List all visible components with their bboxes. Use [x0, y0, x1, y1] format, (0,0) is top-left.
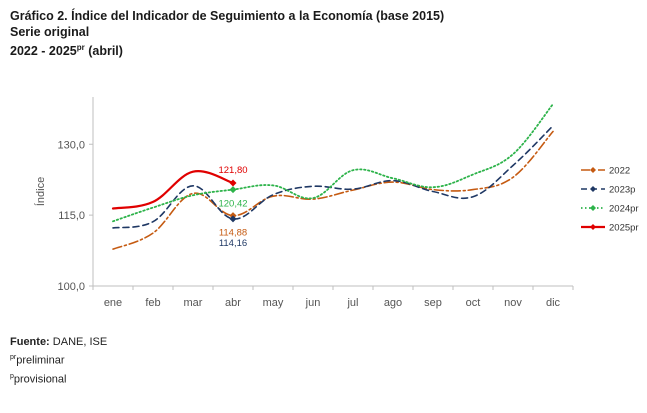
y-tick-label: 100,0: [57, 281, 85, 293]
series-line-2025pr: [111, 170, 235, 210]
series-line-2024pr: [112, 103, 554, 223]
note2-sup: p: [10, 372, 14, 380]
x-tick-label: nov: [504, 297, 522, 309]
data-label-2024pr: 120,42: [218, 199, 247, 210]
legend-marker-2025pr: [590, 224, 596, 230]
data-label-2023p: 114,16: [219, 238, 247, 249]
chart-subtitle: Serie original: [10, 25, 90, 39]
y-tick-label: 115,0: [58, 210, 85, 222]
data-label-2022: 114,88: [219, 228, 247, 239]
y-axis-label: Índice: [34, 177, 47, 206]
chart-period: 2022 - 2025pr (abril): [10, 40, 444, 59]
data-point-2023p-abr: [229, 215, 237, 223]
footer: Fuente: DANE, ISE prpreliminar pprovisio…: [10, 334, 107, 387]
x-tick-label: mar: [184, 297, 203, 309]
legend-marker-2022: [590, 167, 596, 173]
x-tick-label: jun: [305, 297, 321, 309]
legend-marker-2023p: [590, 186, 596, 192]
legend-label-2022: 2022: [609, 166, 630, 177]
x-tick-label: ene: [104, 297, 122, 309]
note1-text: preliminar: [16, 354, 65, 367]
series-line-2023p: [112, 125, 554, 229]
x-tick-label: sep: [424, 297, 442, 309]
provisional-note: pprovisional: [10, 369, 107, 388]
x-tick-label: ago: [384, 297, 402, 309]
x-tick-label: may: [263, 297, 284, 309]
line-chart: 100,0 115,0 130,0 ene feb mar abr may jun jul ago s…: [34, 97, 639, 309]
legend-label-2025pr: 2025pr: [609, 223, 639, 234]
y-tick-label: 130,0: [57, 139, 85, 151]
legend-marker-2024pr: [590, 205, 596, 211]
series-line-2022: [112, 130, 554, 250]
legend-label-2024pr: 2024pr: [609, 204, 639, 215]
chart-title-block: Gráfico 2. Índice del Indicador de Segui…: [10, 8, 444, 59]
source-label: Fuente:: [10, 336, 50, 348]
period-prefix: 2022 - 2025: [10, 44, 77, 59]
preliminary-note: prpreliminar: [10, 350, 107, 369]
x-tick-label: oct: [466, 297, 481, 309]
x-tick-label: abr: [225, 297, 241, 309]
period-suffix: (abril): [84, 44, 123, 59]
data-label-2025pr: 121,80: [218, 165, 247, 176]
x-tick-label: jul: [346, 297, 358, 309]
source-note: Fuente: DANE, ISE: [10, 334, 107, 350]
period-sup: pr: [76, 43, 85, 52]
chart-title: Gráfico 2. Índice del Indicador de Segui…: [10, 9, 445, 23]
legend-label-2023p: 2023p: [609, 185, 635, 196]
source-text: DANE, ISE: [49, 336, 108, 348]
note1-sup: pr: [10, 354, 17, 361]
x-tick-label: feb: [145, 297, 160, 309]
data-point-2024pr-abr: [229, 186, 237, 194]
note2-text: provisional: [13, 373, 67, 386]
x-tick-label: dic: [546, 297, 561, 309]
data-point-2025pr-abr: [229, 179, 237, 187]
